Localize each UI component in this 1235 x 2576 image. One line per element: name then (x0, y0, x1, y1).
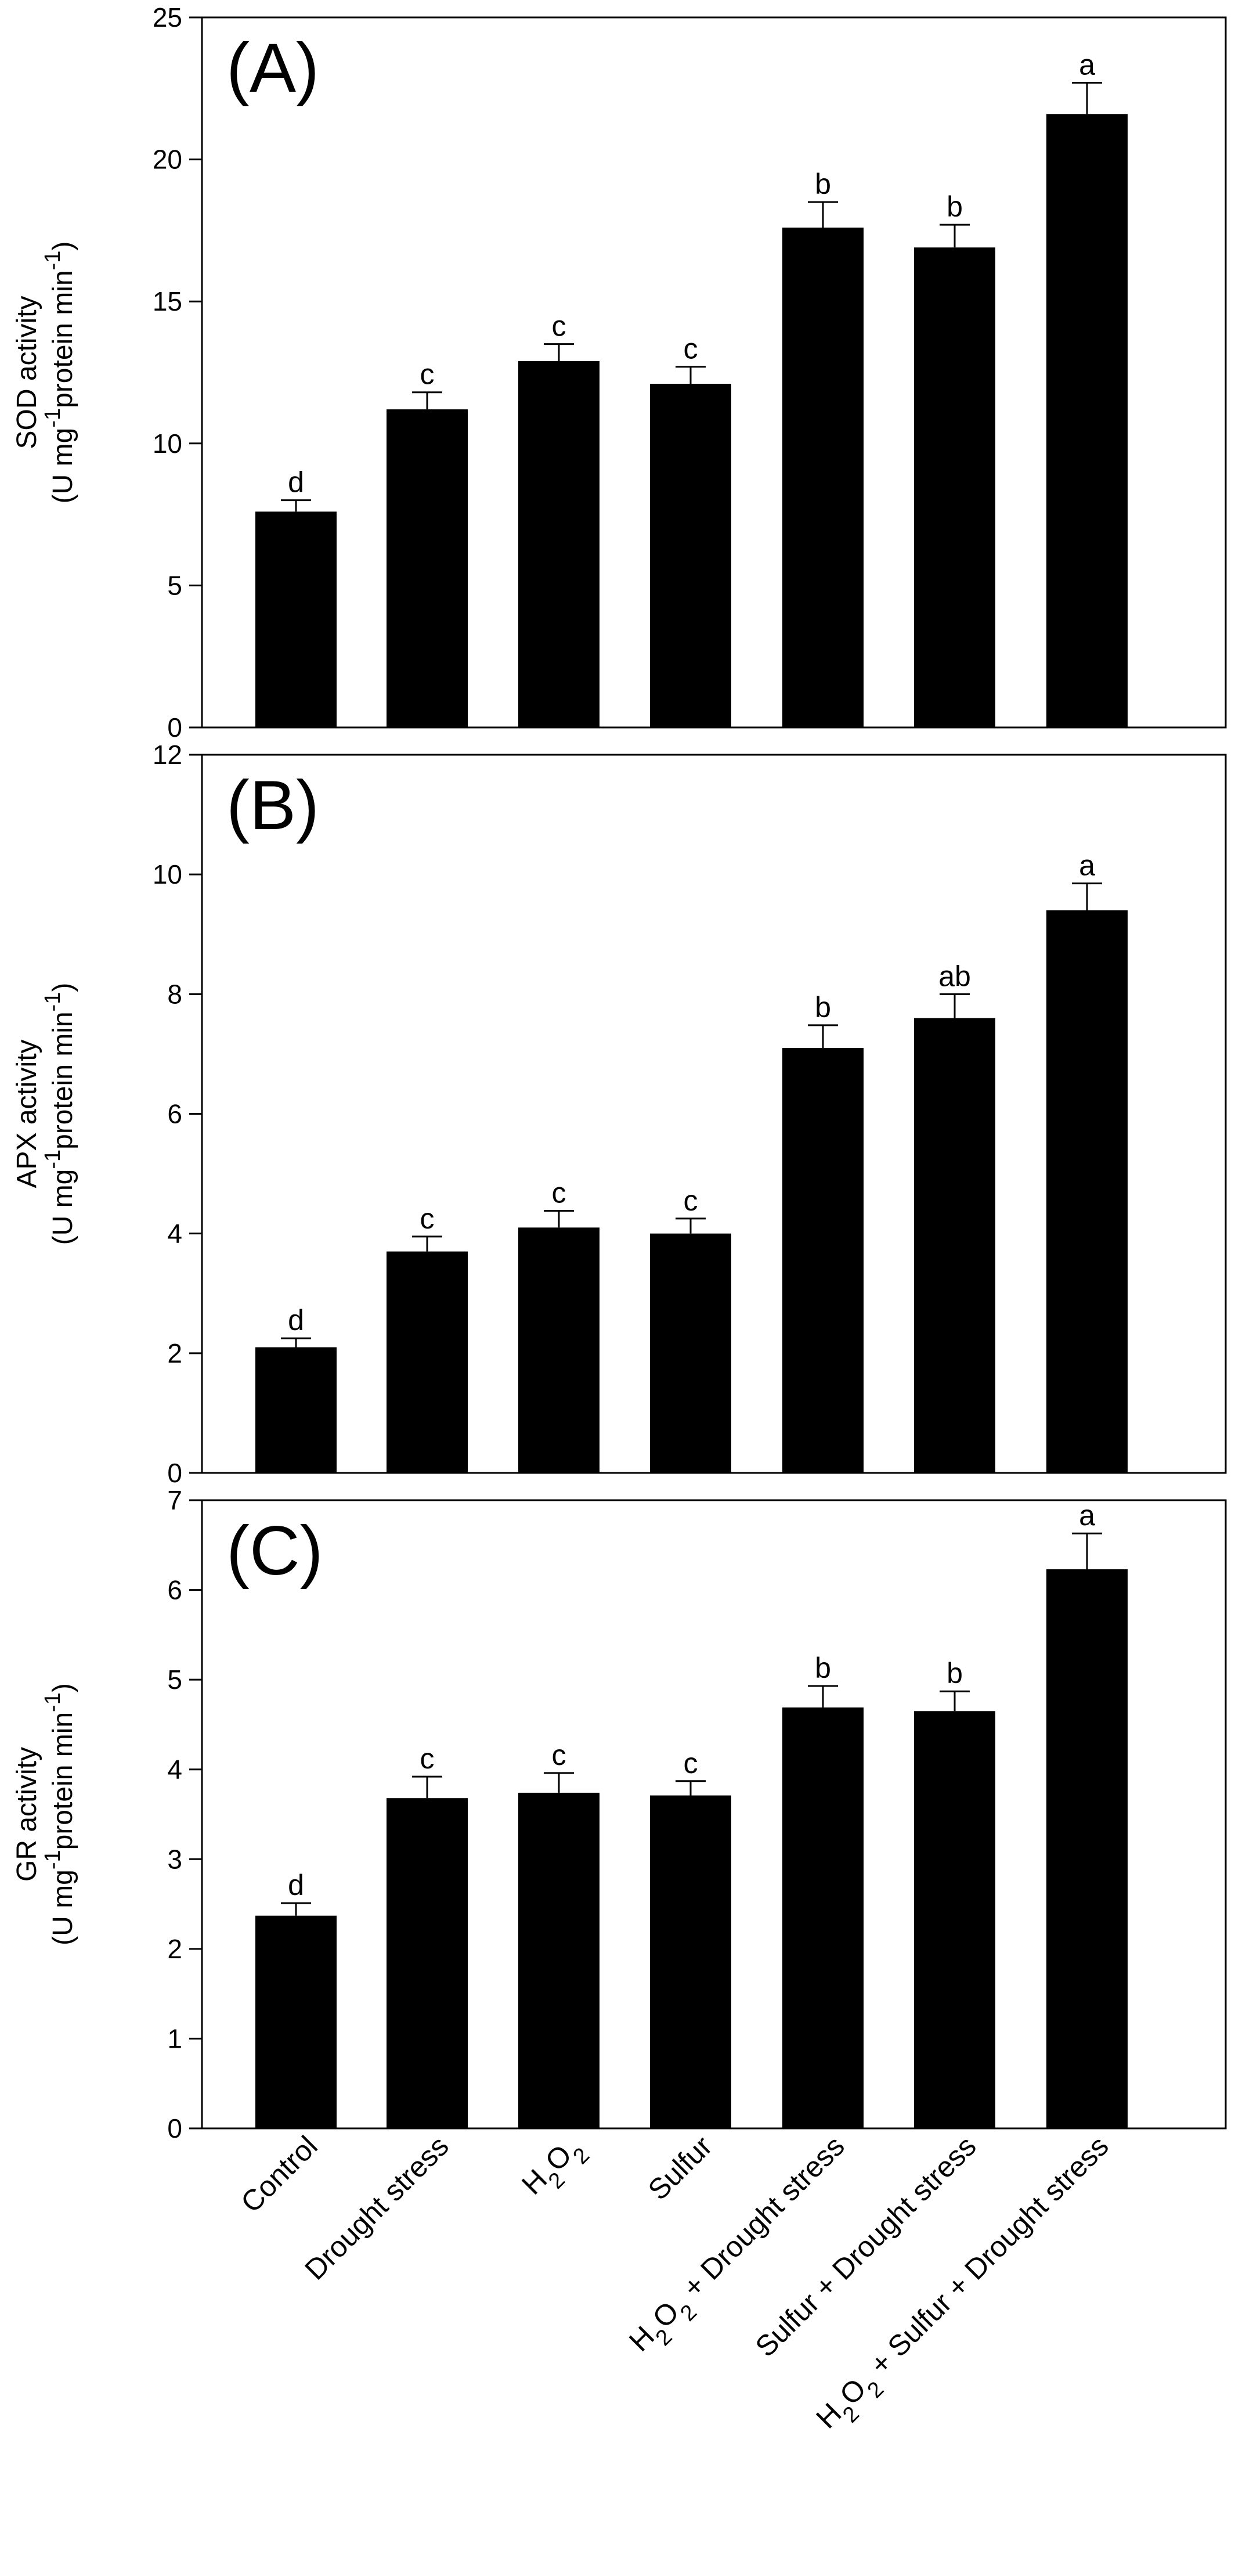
bar (650, 1233, 731, 1473)
y-tick-label: 10 (153, 859, 182, 889)
panel-label: (A) (226, 29, 319, 107)
significance-label: c (552, 1739, 566, 1771)
bar (255, 1915, 337, 2128)
y-tick-label: 10 (153, 428, 182, 459)
bar (1046, 910, 1128, 1473)
y-tick-label: 1 (167, 2023, 182, 2053)
x-category-label: Control (234, 2130, 324, 2219)
y-tick-label: 3 (167, 1844, 182, 1874)
y-tick-label: 7 (167, 1485, 182, 1515)
significance-label: c (420, 1742, 435, 1775)
significance-label: c (552, 310, 566, 343)
significance-label: c (420, 358, 435, 391)
y-tick-label: 15 (153, 286, 182, 316)
significance-label: c (420, 1202, 435, 1235)
x-category-label: Sulfur (642, 2130, 718, 2206)
chart-panel-1: 0 5 10 15 20 25 d c c c b b a (A) SOD activity(U mg-1p… (12, 2, 1227, 743)
bar (518, 361, 600, 727)
y-tick-label: 2 (167, 1934, 182, 1964)
bar (518, 1227, 600, 1473)
y-tick-label: 6 (167, 1575, 182, 1605)
y-tick-label: 0 (167, 2113, 182, 2143)
significance-label: b (947, 1657, 963, 1689)
y-tick-label: 8 (167, 979, 182, 1009)
significance-label: b (947, 190, 963, 223)
bar (650, 1795, 731, 2128)
y-tick-label: 12 (153, 740, 182, 770)
significance-label: c (684, 1747, 698, 1779)
y-axis-label: SOD activity (12, 296, 42, 449)
panel-label: (C) (226, 1512, 323, 1590)
bar (1046, 114, 1128, 727)
y-tick-label: 2 (167, 1338, 182, 1368)
significance-label: b (815, 168, 831, 200)
x-category-label: H2O2 (515, 2130, 594, 2208)
y-axis-label: APX activity (12, 1039, 42, 1188)
bar (387, 1251, 468, 1473)
bar (782, 1707, 864, 2128)
chart-panel-2: 0 2 4 6 8 10 12 d c c c b ab a (B) APX activity(U mg-1p… (12, 740, 1227, 1488)
y-axis-label: GR activity (12, 1747, 42, 1882)
bar (650, 384, 731, 727)
significance-label: d (288, 466, 304, 499)
bar (387, 1798, 468, 2128)
panel-label: (B) (226, 766, 319, 844)
bar (1046, 1569, 1128, 2128)
x-category-label: Sulfur + Drought stress (749, 2130, 983, 2363)
x-category-label: H2O2 + Sulfur + Drought stress (810, 2130, 1122, 2442)
bar (387, 409, 468, 727)
y-tick-label: 0 (167, 712, 182, 743)
significance-label: b (815, 1652, 831, 1684)
significance-label: c (684, 333, 698, 365)
significance-label: a (1079, 49, 1095, 81)
y-tick-label: 25 (153, 2, 182, 33)
significance-label: a (1079, 1499, 1095, 1532)
y-tick-label: 5 (167, 570, 182, 600)
bar (782, 228, 864, 727)
significance-label: b (815, 991, 831, 1024)
bar (914, 247, 995, 727)
bar (914, 1711, 995, 2128)
bar (518, 1792, 600, 2128)
y-tick-label: 5 (167, 1665, 182, 1695)
significance-label: d (288, 1869, 304, 1901)
chart-panel-3: 0 1 2 3 4 5 6 7 d c c c b b a (C) GR activity(U mg-1prot… (12, 1485, 1227, 2143)
y-tick-label: 20 (153, 145, 182, 175)
bar (782, 1048, 864, 1473)
significance-label: c (684, 1184, 698, 1217)
y-tick-label: 4 (167, 1219, 182, 1249)
bar (255, 1347, 337, 1473)
y-axis-label-units: (U mg-1protein min-1) (41, 983, 78, 1245)
bar (914, 1018, 995, 1473)
y-axis-label-units: (U mg-1protein min-1) (41, 1683, 78, 1945)
x-category-label: H2O2 + Drought stress (623, 2130, 858, 2365)
significance-label: d (288, 1304, 304, 1336)
y-tick-label: 0 (167, 1458, 182, 1488)
significance-label: ab (938, 960, 971, 992)
y-axis-label-units: (U mg-1protein min-1) (41, 242, 78, 504)
y-tick-label: 6 (167, 1099, 182, 1129)
significance-label: a (1079, 849, 1095, 882)
bar (255, 511, 337, 727)
y-tick-label: 4 (167, 1754, 182, 1785)
significance-label: c (552, 1176, 566, 1209)
